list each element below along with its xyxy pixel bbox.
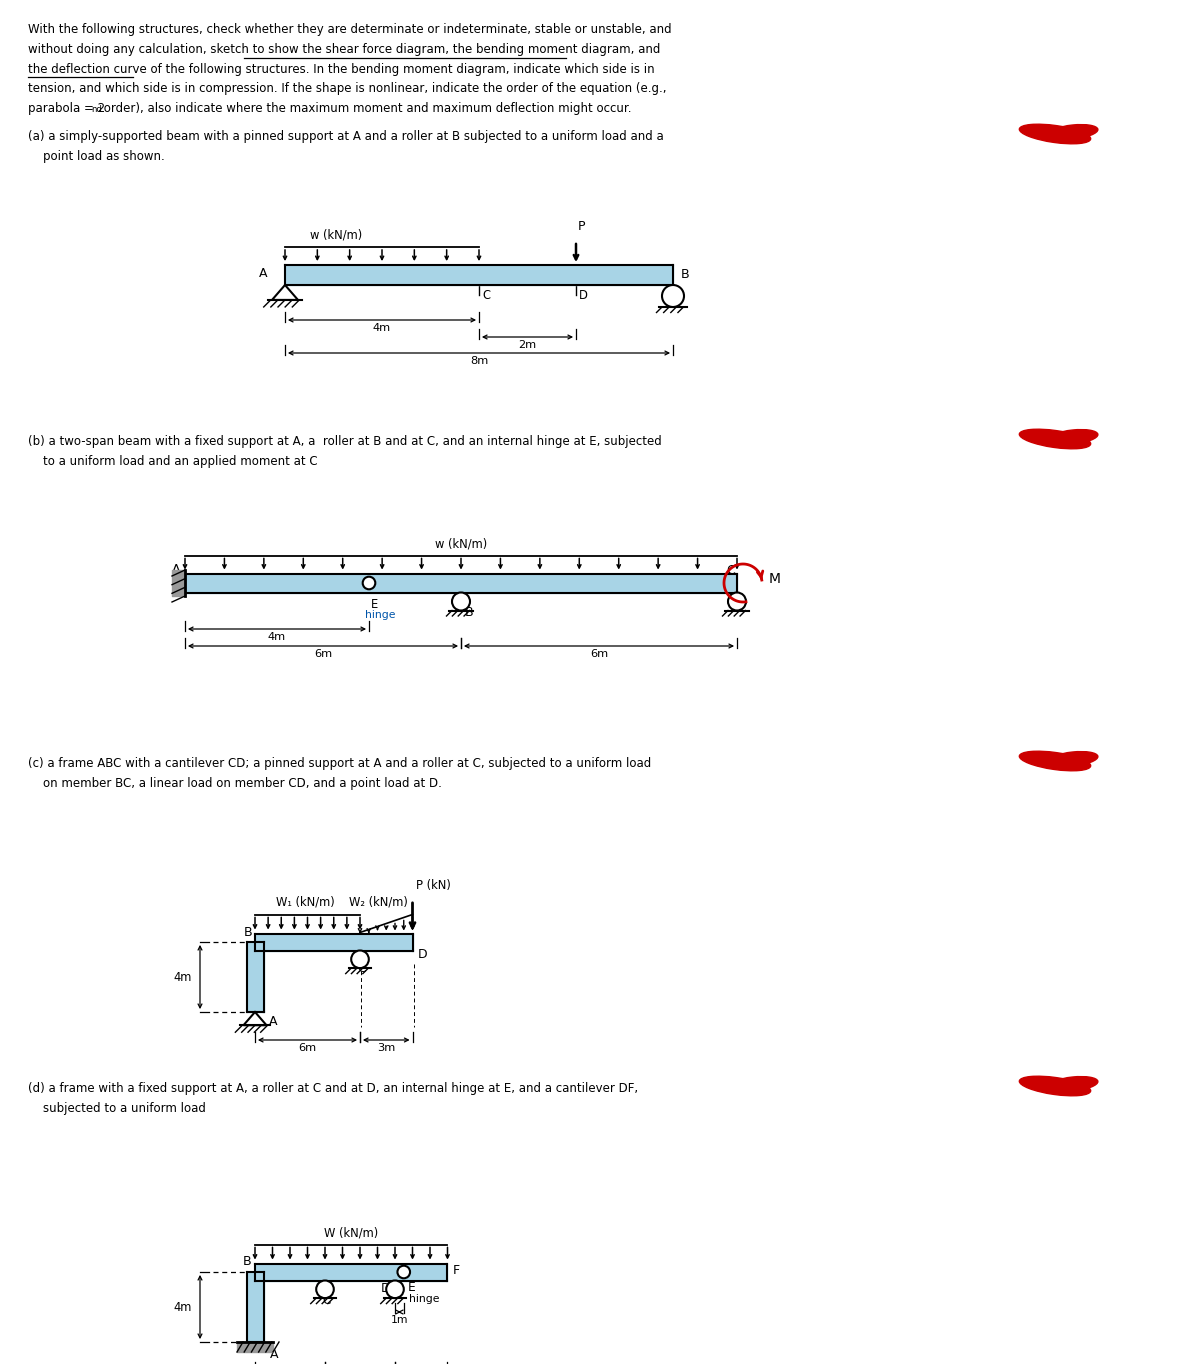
Circle shape (662, 285, 684, 307)
Text: B: B (242, 1255, 251, 1269)
Circle shape (397, 1266, 410, 1278)
Text: B: B (244, 926, 252, 938)
Text: C: C (482, 289, 490, 301)
Text: P: P (578, 220, 586, 233)
Circle shape (386, 1281, 403, 1299)
Text: A: A (258, 266, 266, 280)
Text: D: D (418, 948, 427, 962)
Ellipse shape (1019, 124, 1091, 143)
Text: F: F (452, 1263, 460, 1277)
Text: (a) a simply-supported beam with a pinned support at A and a roller at B subject: (a) a simply-supported beam with a pinne… (28, 130, 664, 143)
Circle shape (452, 592, 470, 611)
Text: w (kN/m): w (kN/m) (434, 537, 487, 550)
Text: C: C (323, 1294, 331, 1307)
Text: subjected to a uniform load: subjected to a uniform load (28, 1102, 206, 1114)
Text: 6m: 6m (590, 649, 608, 659)
Circle shape (317, 1281, 334, 1299)
Text: D: D (380, 1282, 390, 1294)
Text: W (kN/m): W (kN/m) (324, 1226, 378, 1239)
Text: E: E (371, 597, 378, 611)
Ellipse shape (1048, 430, 1098, 445)
Text: point load as shown.: point load as shown. (28, 150, 164, 162)
Text: 4m: 4m (268, 632, 286, 642)
Circle shape (362, 577, 376, 589)
Circle shape (352, 951, 368, 968)
Text: w (kN/m): w (kN/m) (310, 228, 362, 241)
Ellipse shape (1019, 752, 1091, 771)
Text: 1m: 1m (391, 1315, 408, 1324)
Text: W₂ (kN/m): W₂ (kN/m) (349, 895, 408, 908)
Text: A: A (269, 1015, 277, 1028)
Text: C: C (358, 962, 366, 975)
Text: hinge: hinge (365, 610, 396, 621)
Circle shape (728, 592, 746, 611)
Text: M: M (769, 572, 781, 587)
Text: hinge: hinge (409, 1294, 439, 1304)
Text: the deflection curve of the following structures. In the bending moment diagram,: the deflection curve of the following st… (28, 63, 655, 75)
Text: order), also indicate where the maximum moment and maximum deflection might occu: order), also indicate where the maximum … (100, 102, 631, 115)
Text: A: A (172, 563, 180, 576)
Text: 4m: 4m (373, 323, 391, 333)
Text: C: C (726, 563, 736, 577)
Text: B: B (466, 606, 474, 619)
Text: 4m: 4m (174, 971, 192, 983)
Text: parabola = 2: parabola = 2 (28, 102, 106, 115)
Ellipse shape (1048, 752, 1098, 767)
Text: W₁ (kN/m): W₁ (kN/m) (276, 895, 335, 908)
Ellipse shape (1019, 430, 1091, 449)
Text: D: D (580, 289, 588, 301)
Text: tension, and which side is in compression. If the shape is nonlinear, indicate t: tension, and which side is in compressio… (28, 82, 666, 95)
Text: on member BC, a linear load on member CD, and a point load at D.: on member BC, a linear load on member CD… (28, 777, 442, 790)
Text: 6m: 6m (299, 1043, 317, 1053)
Ellipse shape (1048, 1076, 1098, 1091)
Ellipse shape (1048, 124, 1098, 139)
Text: without doing any calculation, sketch to show the shear force diagram, the bendi: without doing any calculation, sketch to… (28, 42, 660, 56)
Text: 6m: 6m (314, 649, 332, 659)
Text: (d) a frame with a fixed support at A, a roller at C and at D, an internal hinge: (d) a frame with a fixed support at A, a… (28, 1082, 638, 1095)
Text: 2m: 2m (518, 340, 536, 351)
Text: B: B (682, 267, 690, 281)
Text: P (kN): P (kN) (415, 878, 450, 892)
Text: 3m: 3m (377, 1043, 395, 1053)
Text: (b) a two-span beam with a fixed support at A, a  roller at B and at C, and an i: (b) a two-span beam with a fixed support… (28, 435, 661, 447)
Text: (c) a frame ABC with a cantilever CD; a pinned support at A and a roller at C, s: (c) a frame ABC with a cantilever CD; a … (28, 757, 652, 771)
Text: With the following structures, check whether they are determinate or indetermina: With the following structures, check whe… (28, 23, 672, 35)
Text: 8m: 8m (470, 356, 488, 366)
Text: E: E (408, 1281, 415, 1294)
Text: to a uniform load and an applied moment at C: to a uniform load and an applied moment … (28, 454, 318, 468)
Text: A: A (270, 1348, 278, 1361)
Text: 4m: 4m (174, 1300, 192, 1314)
Ellipse shape (1019, 1076, 1091, 1095)
Text: nd: nd (91, 105, 102, 115)
